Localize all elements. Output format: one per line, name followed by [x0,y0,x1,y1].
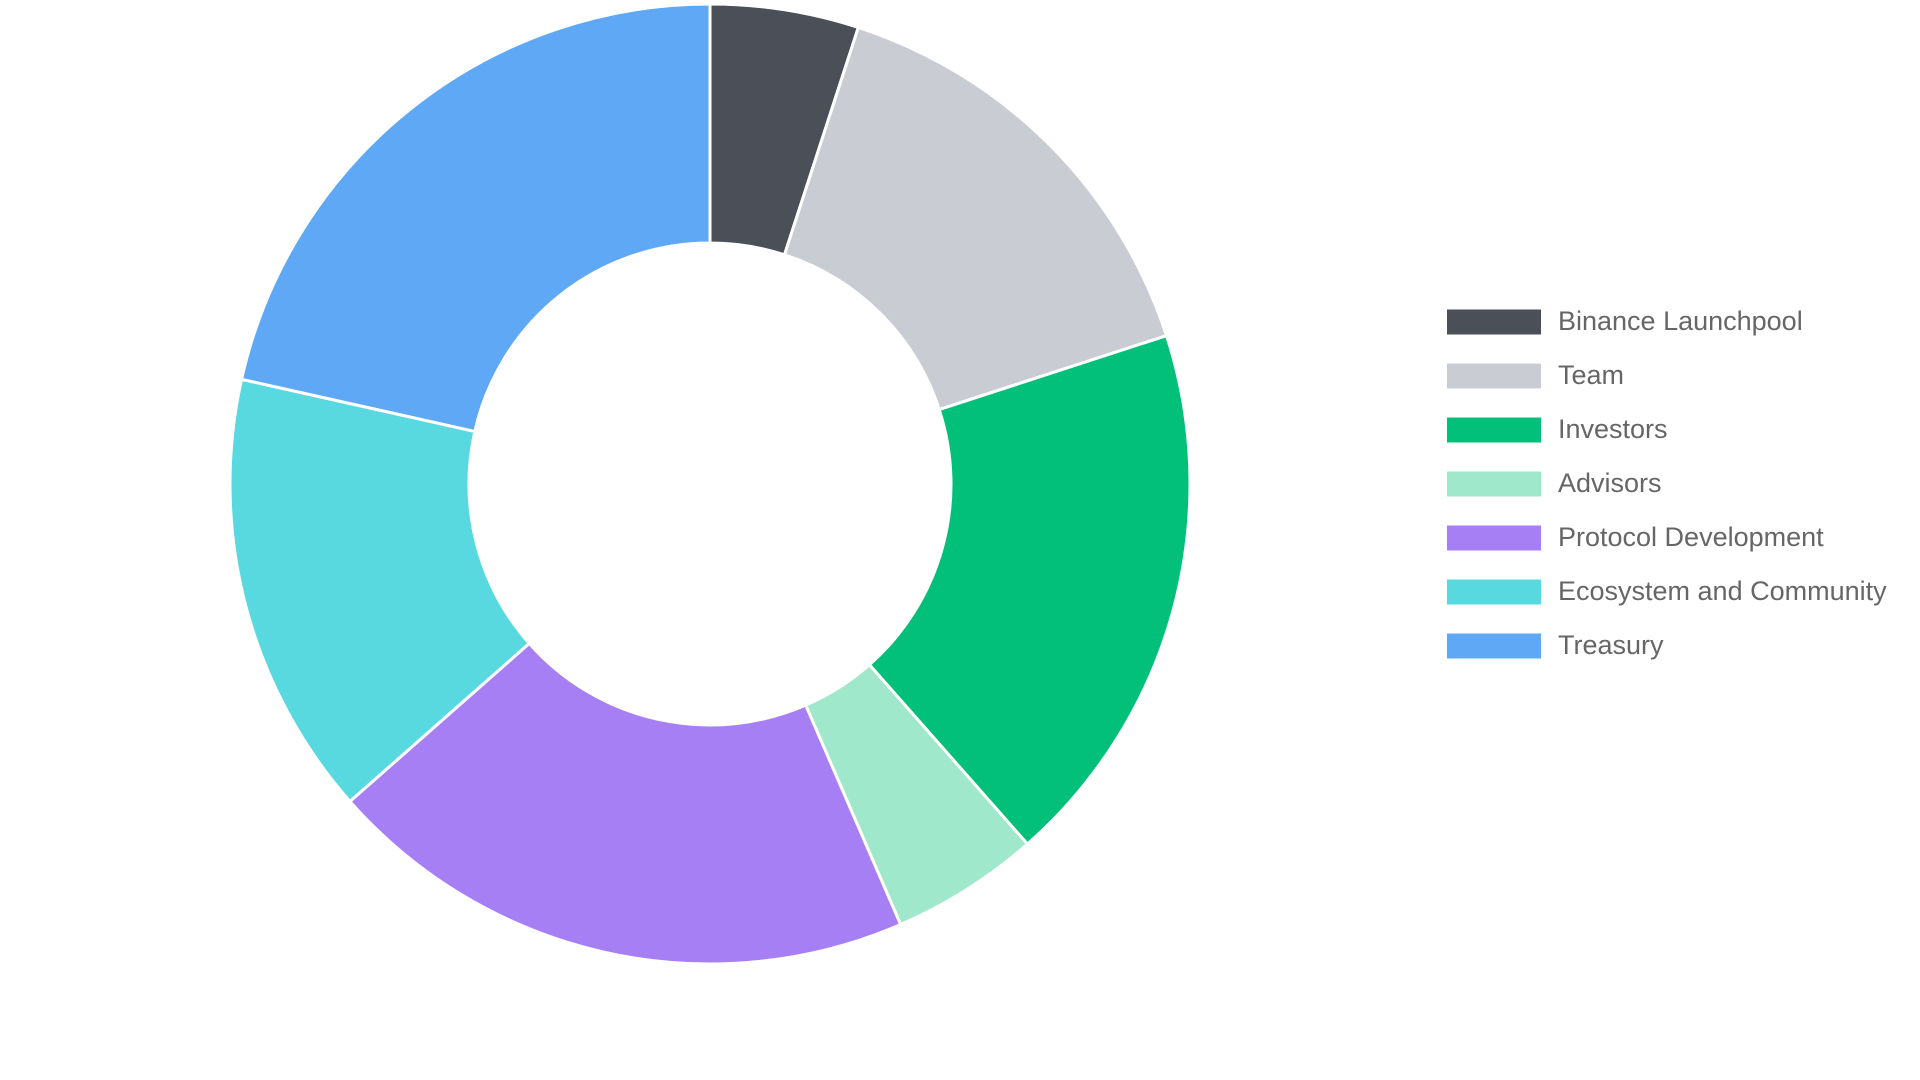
legend-swatch[interactable] [1447,471,1541,497]
legend-swatch[interactable] [1447,309,1541,335]
doughnut-segment [782,25,1169,412]
doughnut-segment [228,377,532,804]
legend-label[interactable]: Investors [1558,414,1668,444]
legend-label[interactable]: Protocol Development [1558,522,1824,552]
legend-label[interactable]: Binance Launchpool [1558,306,1803,336]
legend-label[interactable]: Ecosystem and Community [1558,576,1887,606]
legend-swatch[interactable] [1447,633,1541,659]
legend-label[interactable]: Advisors [1558,468,1662,498]
legend-label[interactable]: Treasury [1558,630,1664,660]
legend-swatch[interactable] [1447,363,1541,389]
legend-label[interactable]: Team [1558,360,1624,390]
doughnut-segment [239,2,712,434]
doughnut-segment [867,333,1192,847]
legend-swatch[interactable] [1447,579,1541,605]
doughnut-segment [347,641,903,966]
legend-swatch[interactable] [1447,417,1541,443]
legend-swatch[interactable] [1447,525,1541,551]
